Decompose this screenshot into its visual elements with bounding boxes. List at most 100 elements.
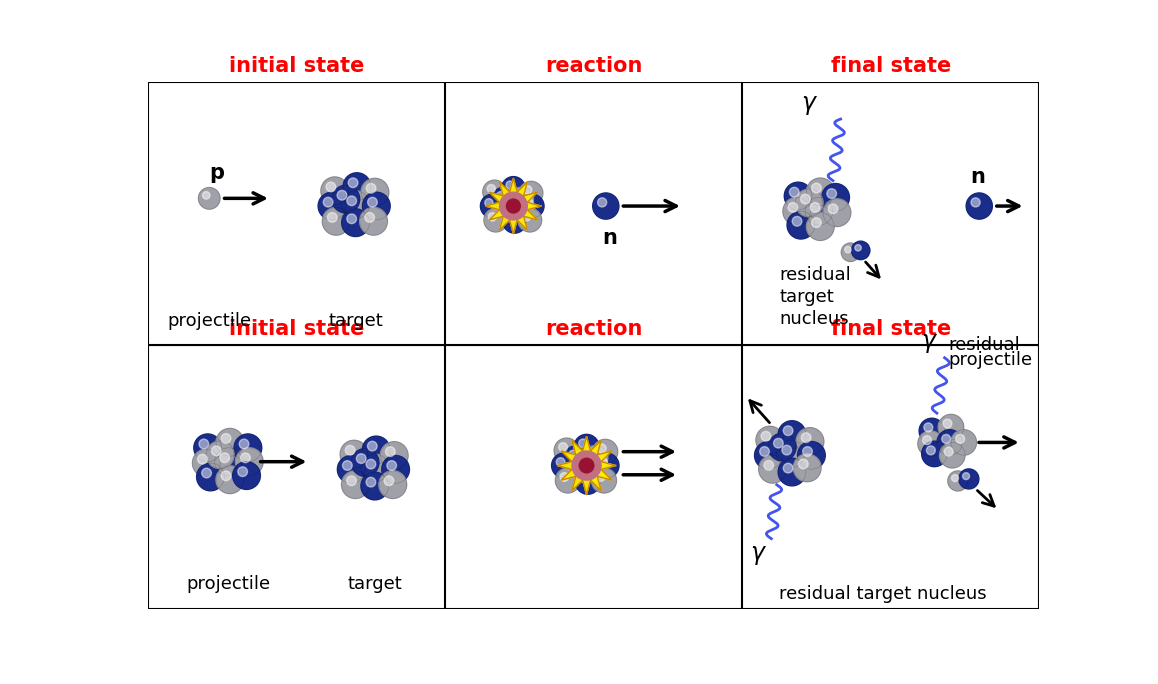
Text: initial state: initial state (228, 319, 364, 339)
Circle shape (778, 421, 806, 449)
Circle shape (919, 418, 945, 444)
Circle shape (497, 192, 505, 200)
Text: final state: final state (830, 56, 951, 76)
Circle shape (844, 246, 851, 253)
Bar (148, 345, 1040, 609)
Circle shape (793, 454, 821, 482)
Circle shape (217, 428, 243, 456)
Circle shape (240, 439, 249, 449)
Circle shape (484, 209, 507, 232)
Circle shape (201, 469, 212, 478)
Text: projectile: projectile (186, 575, 271, 593)
Circle shape (579, 458, 594, 473)
Circle shape (367, 441, 378, 451)
Circle shape (346, 196, 357, 206)
Circle shape (221, 434, 230, 443)
Circle shape (233, 462, 261, 490)
Circle shape (923, 436, 931, 445)
Circle shape (952, 475, 959, 482)
Circle shape (234, 434, 262, 462)
Text: target: target (328, 312, 383, 330)
Text: final state: final state (830, 319, 951, 339)
Circle shape (827, 189, 836, 198)
Circle shape (579, 439, 587, 448)
Circle shape (485, 198, 493, 207)
Text: p: p (210, 163, 225, 183)
Circle shape (340, 440, 368, 468)
Circle shape (592, 468, 616, 493)
Circle shape (349, 178, 358, 187)
Circle shape (367, 197, 378, 207)
Circle shape (214, 448, 242, 475)
Circle shape (483, 180, 506, 204)
Text: residual: residual (948, 336, 1020, 354)
Text: n: n (602, 228, 617, 248)
Circle shape (598, 198, 607, 207)
Circle shape (823, 199, 851, 226)
Circle shape (924, 423, 932, 432)
Polygon shape (557, 436, 616, 495)
Circle shape (962, 473, 969, 479)
Circle shape (361, 472, 389, 500)
Circle shape (386, 447, 395, 456)
Text: target: target (347, 575, 402, 593)
Circle shape (366, 459, 375, 469)
Circle shape (582, 445, 608, 471)
Text: residual target nucleus: residual target nucleus (779, 585, 987, 603)
Text: reaction: reaction (544, 56, 643, 76)
Circle shape (758, 456, 786, 483)
Circle shape (774, 438, 783, 448)
Circle shape (573, 453, 598, 478)
Circle shape (507, 214, 515, 222)
Circle shape (505, 198, 513, 207)
Circle shape (343, 173, 371, 200)
Circle shape (564, 445, 589, 471)
Circle shape (506, 199, 520, 213)
Circle shape (922, 441, 947, 466)
Circle shape (783, 198, 811, 225)
Circle shape (802, 447, 813, 456)
Circle shape (799, 459, 808, 469)
Circle shape (576, 469, 600, 495)
Circle shape (851, 241, 870, 260)
Circle shape (593, 439, 617, 464)
Circle shape (499, 192, 527, 220)
Circle shape (342, 471, 369, 499)
Circle shape (801, 433, 811, 443)
Circle shape (199, 439, 208, 449)
Circle shape (351, 449, 379, 476)
Circle shape (346, 214, 357, 224)
Circle shape (938, 415, 963, 440)
Circle shape (321, 177, 349, 205)
Circle shape (500, 194, 525, 218)
Circle shape (387, 460, 396, 471)
Circle shape (783, 426, 793, 436)
Circle shape (555, 438, 579, 463)
Text: residual
target
nucleus: residual target nucleus (779, 266, 851, 328)
Circle shape (587, 450, 596, 459)
Circle shape (782, 445, 792, 455)
Circle shape (221, 471, 230, 481)
Circle shape (323, 197, 334, 207)
Text: projectile: projectile (167, 312, 251, 330)
Circle shape (506, 181, 514, 189)
Circle shape (943, 419, 952, 428)
Circle shape (792, 216, 801, 226)
Circle shape (237, 466, 248, 477)
Circle shape (926, 446, 936, 455)
Circle shape (572, 451, 601, 480)
Circle shape (328, 213, 337, 222)
Circle shape (939, 443, 965, 468)
Circle shape (318, 192, 346, 220)
Circle shape (488, 185, 496, 193)
Circle shape (197, 463, 225, 491)
Circle shape (212, 446, 221, 456)
Circle shape (235, 448, 263, 475)
Circle shape (551, 453, 577, 478)
Circle shape (203, 192, 210, 199)
Circle shape (594, 453, 620, 478)
Circle shape (343, 460, 352, 471)
Text: projectile: projectile (948, 350, 1033, 369)
Circle shape (812, 218, 821, 228)
Circle shape (556, 458, 565, 466)
